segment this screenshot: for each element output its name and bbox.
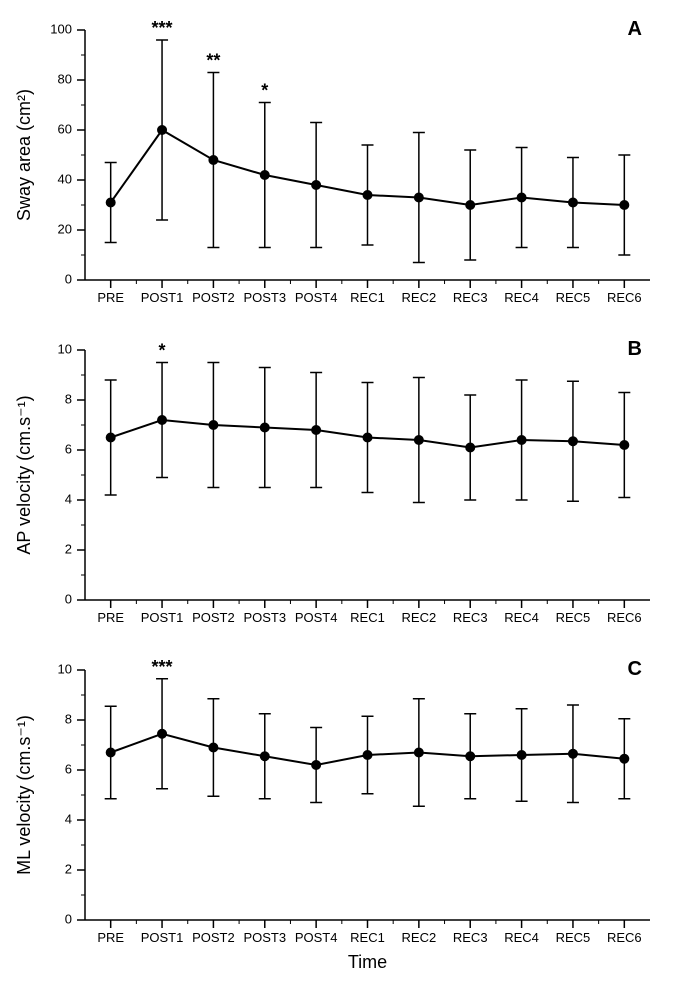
svg-text:100: 100 — [50, 21, 72, 36]
svg-text:POST2: POST2 — [192, 930, 235, 945]
svg-text:8: 8 — [65, 391, 72, 406]
svg-text:POST2: POST2 — [192, 290, 235, 305]
svg-text:B: B — [628, 338, 642, 360]
svg-text:POST4: POST4 — [295, 610, 338, 625]
svg-text:10: 10 — [58, 341, 72, 356]
svg-text:20: 20 — [58, 221, 72, 236]
svg-text:AP velocity (cm.s⁻¹): AP velocity (cm.s⁻¹) — [14, 395, 34, 554]
svg-text:60: 60 — [58, 121, 72, 136]
svg-text:REC2: REC2 — [402, 930, 437, 945]
svg-text:POST3: POST3 — [243, 290, 286, 305]
svg-text:REC1: REC1 — [350, 930, 385, 945]
chart-panel-B: 0 2 4 6 8 10 PRE POST1 POST2 POST3 POST4 REC1 REC2 RE… — [0, 330, 684, 630]
svg-text:REC3: REC3 — [453, 290, 488, 305]
svg-text:POST4: POST4 — [295, 930, 338, 945]
svg-text:REC5: REC5 — [556, 290, 591, 305]
svg-text:Sway area (cm²): Sway area (cm²) — [14, 89, 34, 221]
svg-text:40: 40 — [58, 171, 72, 186]
svg-text:2: 2 — [65, 541, 72, 556]
svg-text:10: 10 — [58, 661, 72, 676]
svg-text:PRE: PRE — [97, 930, 124, 945]
svg-text:REC4: REC4 — [504, 290, 539, 305]
svg-text:REC3: REC3 — [453, 930, 488, 945]
svg-text:2: 2 — [65, 861, 72, 876]
svg-text:REC6: REC6 — [607, 930, 642, 945]
svg-text:REC4: REC4 — [504, 930, 539, 945]
svg-text:POST3: POST3 — [243, 610, 286, 625]
svg-text:POST4: POST4 — [295, 290, 338, 305]
svg-text:**: ** — [206, 51, 220, 71]
svg-text:6: 6 — [65, 441, 72, 456]
svg-text:PRE: PRE — [97, 290, 124, 305]
svg-text:*: * — [159, 341, 166, 361]
svg-text:***: *** — [152, 657, 173, 677]
svg-text:8: 8 — [65, 711, 72, 726]
chart-panel-C: 0 2 4 6 8 10 PRE POST1 POST2 POST3 POST4 REC1 REC2 RE… — [0, 650, 684, 980]
svg-text:REC6: REC6 — [607, 290, 642, 305]
svg-text:A: A — [628, 18, 642, 40]
svg-text:REC5: REC5 — [556, 930, 591, 945]
svg-text:REC2: REC2 — [402, 290, 437, 305]
chart-panel-A: 0 20 40 60 80 100 PRE POST1 POST2 POST3 POST4 REC1 R… — [0, 10, 684, 310]
svg-text:ML velocity (cm.s⁻¹): ML velocity (cm.s⁻¹) — [14, 715, 34, 875]
svg-text:0: 0 — [65, 591, 72, 606]
figure-container: 020406080100PREPOST1POST2POST3POST4REC1R… — [0, 0, 684, 993]
svg-text:REC4: REC4 — [504, 610, 539, 625]
svg-text:C: C — [628, 658, 642, 680]
svg-text:0: 0 — [65, 911, 72, 926]
svg-text:*: * — [261, 81, 268, 101]
svg-text:POST1: POST1 — [141, 610, 184, 625]
svg-text:POST2: POST2 — [192, 610, 235, 625]
svg-text:REC6: REC6 — [607, 610, 642, 625]
svg-text:4: 4 — [65, 491, 72, 506]
svg-text:6: 6 — [65, 761, 72, 776]
svg-text:4: 4 — [65, 811, 72, 826]
svg-text:REC3: REC3 — [453, 610, 488, 625]
svg-text:POST3: POST3 — [243, 930, 286, 945]
svg-text:PRE: PRE — [97, 610, 124, 625]
svg-text:POST1: POST1 — [141, 930, 184, 945]
svg-text:REC1: REC1 — [350, 290, 385, 305]
svg-text:REC2: REC2 — [402, 610, 437, 625]
svg-text:POST1: POST1 — [141, 290, 184, 305]
svg-text:REC5: REC5 — [556, 610, 591, 625]
svg-text:REC1: REC1 — [350, 610, 385, 625]
svg-text:Time: Time — [348, 952, 387, 972]
svg-text:0: 0 — [65, 271, 72, 286]
svg-text:***: *** — [152, 18, 173, 38]
svg-text:80: 80 — [58, 71, 72, 86]
